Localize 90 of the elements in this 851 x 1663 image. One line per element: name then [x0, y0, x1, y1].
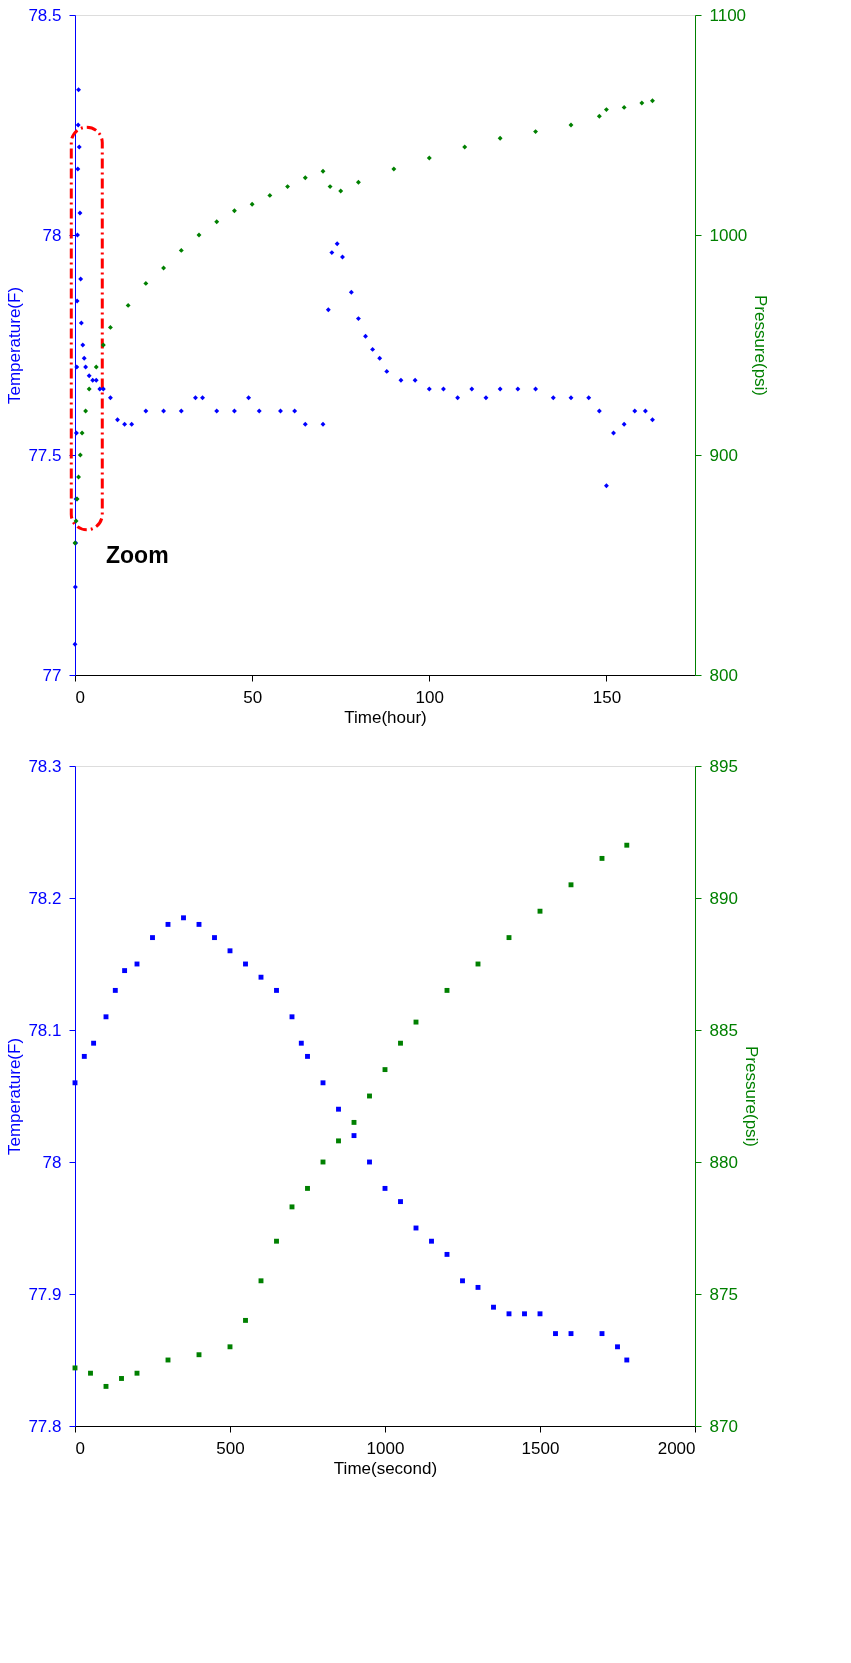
y2-tick-label: 1000 [709, 225, 748, 245]
point [298, 1040, 304, 1046]
point [100, 342, 106, 348]
point [462, 144, 468, 150]
x-tick-label: 100 [415, 687, 444, 707]
point [460, 1278, 465, 1284]
point [553, 1331, 558, 1337]
y2-axis-title: Pressure(psi) [751, 294, 771, 397]
point [497, 135, 503, 141]
x-tick-label: 50 [243, 687, 263, 707]
y-tick-label: 78 [42, 1152, 62, 1172]
point [274, 1238, 279, 1244]
point [212, 935, 217, 941]
y2-tick-label: 890 [709, 888, 738, 908]
y-axis-title: Temperature(F) [5, 286, 25, 405]
point [398, 1040, 403, 1046]
point [107, 324, 113, 330]
y-tick-label: 78.5 [28, 5, 62, 25]
point [305, 1053, 310, 1059]
y2-tick-label: 1100 [709, 5, 747, 25]
x-tick-label: 1000 [366, 1438, 405, 1458]
point [81, 1053, 87, 1059]
y2-tick-label: 895 [709, 756, 738, 776]
point [249, 201, 255, 207]
point [83, 408, 89, 414]
point [267, 192, 273, 198]
y2-tick-label: 900 [709, 445, 738, 465]
point [243, 1317, 248, 1323]
point [86, 386, 92, 392]
point [88, 1370, 93, 1376]
x-tick-label: 0 [75, 1438, 85, 1458]
point [355, 179, 361, 185]
point [285, 184, 291, 190]
point [79, 430, 85, 436]
x-tick-label: 500 [216, 1438, 245, 1458]
point [73, 518, 79, 524]
point [568, 122, 574, 128]
y-axis-title: Temperature(F) [5, 1037, 25, 1156]
point [150, 935, 155, 941]
x-tick-label: 1500 [521, 1438, 560, 1458]
x-axis-title: Time(second) [333, 1458, 438, 1478]
y-tick-label: 78.2 [28, 888, 62, 908]
point [615, 1344, 620, 1350]
point [122, 968, 128, 974]
y-tick-label: 78.3 [28, 756, 62, 776]
point [274, 987, 279, 993]
point [650, 98, 655, 104]
point [91, 1040, 97, 1046]
y2-tick-label: 880 [709, 1152, 738, 1172]
point [391, 166, 397, 172]
point [161, 265, 167, 271]
point [77, 452, 83, 458]
point [398, 1199, 403, 1205]
point [338, 188, 344, 194]
point [143, 280, 149, 286]
point [522, 1311, 527, 1317]
x-tick-label: 0 [75, 687, 85, 707]
point [336, 1138, 341, 1144]
point [603, 107, 609, 113]
point [336, 1106, 341, 1112]
point [305, 1185, 310, 1191]
annotation: Zoom [106, 542, 169, 569]
y-tick-label: 78.1 [28, 1020, 62, 1040]
y2-axis-title: Pressure(psi) [741, 1045, 761, 1148]
y2-tick-label: 885 [709, 1020, 738, 1040]
point [181, 915, 186, 921]
point [639, 100, 645, 106]
x-axis-title: Time(hour) [344, 707, 427, 727]
point [231, 208, 237, 214]
point [491, 1304, 496, 1310]
y2-tick-label: 800 [709, 665, 738, 685]
point [196, 232, 202, 238]
y2-tick-label: 875 [709, 1284, 738, 1304]
point [119, 1376, 124, 1381]
y-tick-label: 77.8 [28, 1416, 62, 1436]
point [112, 987, 118, 993]
point [426, 155, 432, 161]
point [429, 1238, 434, 1244]
y-tick-label: 77 [42, 665, 62, 685]
point [533, 129, 539, 135]
y-tick-label: 77.5 [28, 445, 62, 465]
y-tick-label: 77.9 [28, 1284, 62, 1304]
x-tick-label: 2000 [657, 1438, 696, 1458]
point [624, 842, 630, 848]
y2-tick-label: 870 [709, 1416, 738, 1436]
point [320, 168, 326, 174]
x-tick-label: 150 [592, 687, 622, 707]
point [93, 364, 99, 370]
y-tick-label: 78 [42, 225, 62, 245]
point [178, 247, 184, 253]
